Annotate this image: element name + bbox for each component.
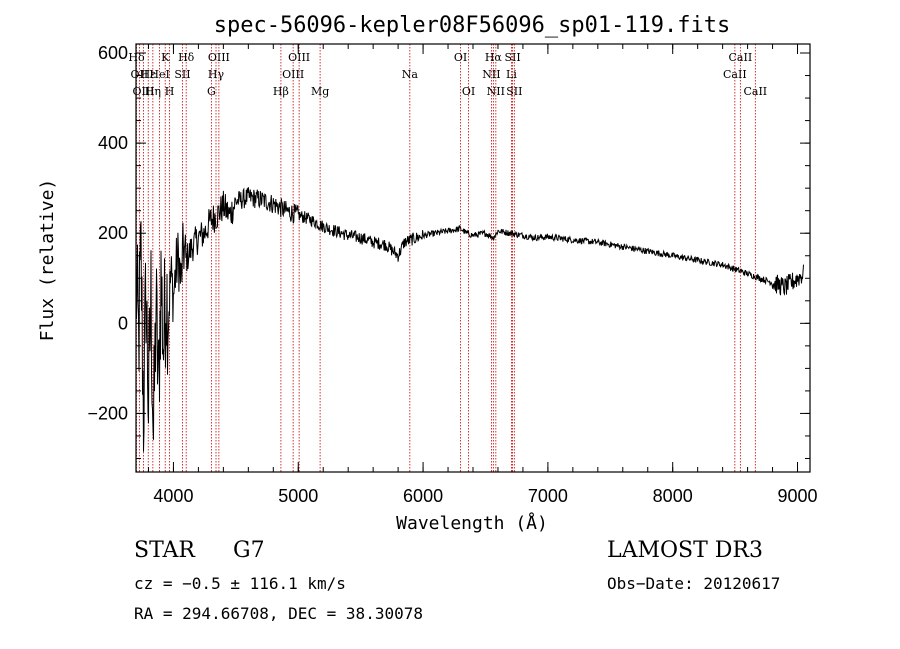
redshift-text: cz = −0.5 ± 116.1 km/s xyxy=(134,574,346,593)
spectral-line-label: Hα xyxy=(485,51,503,64)
spectral-line-label: HeI xyxy=(149,68,169,81)
spectral-line-label: OIII xyxy=(132,85,154,98)
spectral-line-label: H xyxy=(165,85,175,98)
y-tick-label: 0 xyxy=(118,313,128,333)
spectral-line-label: NII xyxy=(487,85,505,98)
plot-frame xyxy=(135,43,811,473)
spectral-line-label: NII xyxy=(482,68,500,81)
spectral-line-label: OI xyxy=(462,85,475,98)
chart-title: spec-56096-kepler08F56096_sp01-119.fits xyxy=(214,13,731,38)
spectral-line-label: CaII xyxy=(743,85,767,98)
x-tick-label: 7000 xyxy=(528,486,568,506)
spectral-line-label: OIII xyxy=(282,68,304,81)
spectral-line-label: Hδ xyxy=(128,51,145,64)
obs-date: Obs−Date: 20120617 xyxy=(607,574,781,593)
spectral-line-label: Hη xyxy=(145,85,161,98)
spectral-line-label: Na xyxy=(402,68,419,81)
survey-label: LAMOST DR3 xyxy=(607,538,763,563)
spectral-line-label: SII xyxy=(174,68,190,81)
spectral-line-label: Hβ xyxy=(273,85,289,98)
spectral-line-label: OIII xyxy=(208,51,230,64)
spectral-line-labels: Hδ OII OIII Hε Hη HeI K H SII Hδ G Hγ OIII Hβ OIII OIII… xyxy=(128,51,767,98)
x-tick-label: 6000 xyxy=(403,486,443,506)
coordinates-text: RA = 294.66708, DEC = 38.30078 xyxy=(134,604,423,623)
x-tick-label: 9000 xyxy=(777,486,817,506)
axis-tick-labels: 4000 5000 6000 7000 8000 9000 −200 0 200 400 600 xyxy=(87,43,817,506)
x-tick-label: 4000 xyxy=(153,486,193,506)
spectral-line-label: K xyxy=(161,51,170,64)
y-tick-label: 400 xyxy=(98,133,128,153)
spectrum-flux-line xyxy=(135,187,804,452)
x-axis-label: Wavelength (Å) xyxy=(396,512,548,534)
spectral-line-label: Mg xyxy=(311,85,329,98)
spectral-line-label: OIII xyxy=(288,51,310,64)
spectral-line-label: Hδ xyxy=(178,51,195,64)
x-tick-label: 8000 xyxy=(653,486,693,506)
spectral-line-label: CaII xyxy=(729,51,753,64)
spectral-line-label: Hγ xyxy=(208,68,225,81)
spectral-line-label: OI xyxy=(454,51,467,64)
spectral-line-label: Hε xyxy=(141,68,157,81)
y-tick-label: 200 xyxy=(98,223,128,243)
y-tick-label: −200 xyxy=(87,403,128,423)
spectral-line-label: OII xyxy=(131,68,149,81)
subclass-label: G7 xyxy=(233,538,265,563)
spectral-line-label: CaII xyxy=(723,68,747,81)
spectral-line-label: G xyxy=(207,85,216,98)
spectral-line-label: SII xyxy=(504,51,520,64)
axis-ticks xyxy=(136,44,810,472)
class-label: STAR xyxy=(134,538,195,563)
x-tick-label: 5000 xyxy=(278,486,318,506)
spectral-line-label: Li xyxy=(506,68,517,81)
y-axis-label: Flux (relative) xyxy=(37,179,58,342)
y-tick-label: 600 xyxy=(98,43,128,63)
spectral-line-label: SII xyxy=(506,85,522,98)
object-class: STAR G7 xyxy=(134,538,265,563)
spectral-line-markers xyxy=(136,44,756,472)
